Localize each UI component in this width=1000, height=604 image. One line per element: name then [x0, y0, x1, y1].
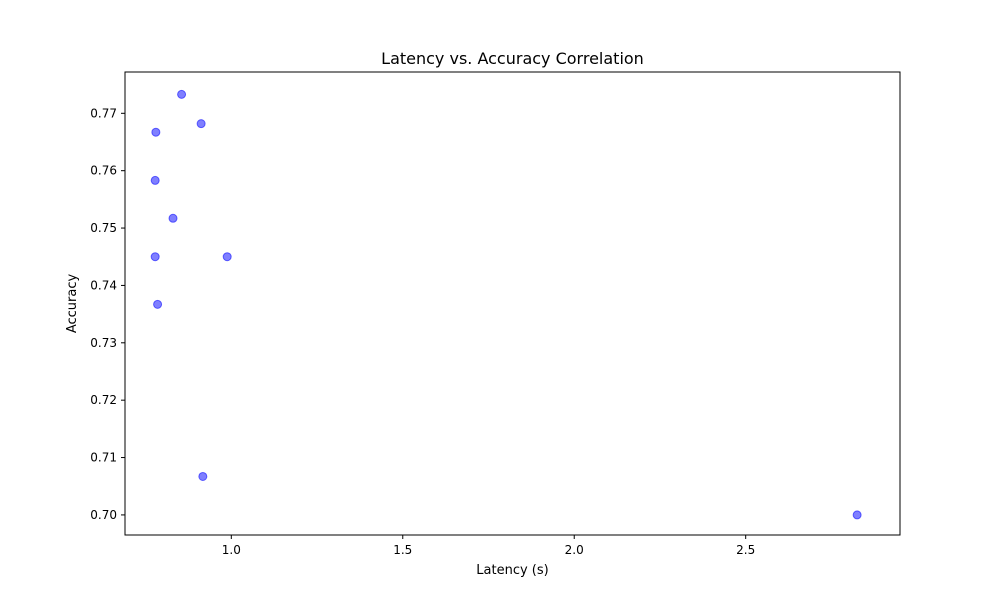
- scatter-point-4: [150, 175, 160, 185]
- y-tick-label: 0.75: [90, 221, 117, 235]
- axes-frame: [124, 71, 901, 536]
- plot-area: [150, 89, 862, 520]
- y-tick-label: 0.70: [90, 508, 117, 522]
- y-axis-label: Accuracy: [65, 274, 80, 334]
- y-tick-label: 0.77: [90, 106, 117, 120]
- scatter-point-5: [168, 213, 178, 223]
- scatter-point-6: [150, 252, 160, 262]
- x-tick-label: 1.5: [393, 543, 412, 557]
- scatter-point-10: [852, 510, 862, 520]
- chart-title: Latency vs. Accuracy Correlation: [381, 49, 644, 68]
- scatter-point-2: [196, 119, 206, 129]
- y-tick-label: 0.71: [90, 451, 117, 465]
- x-axis-label: Latency (s): [476, 563, 548, 578]
- scatter-point-7: [222, 252, 232, 262]
- x-tick-label: 2.5: [736, 543, 755, 557]
- x-axis: 1.0 1.5 2.0 2.5: [222, 535, 755, 557]
- y-tick-label: 0.74: [90, 278, 117, 292]
- x-tick-label: 2.0: [565, 543, 584, 557]
- y-axis: 0.70 0.71 0.72 0.73 0.74 0.75 0.76 0.77: [90, 106, 125, 522]
- y-tick-label: 0.72: [90, 393, 117, 407]
- x-tick-label: 1.0: [222, 543, 241, 557]
- scatter-point-9: [198, 471, 208, 481]
- y-tick-label: 0.76: [90, 164, 117, 178]
- scatter-point-8: [153, 299, 163, 309]
- y-tick-label: 0.73: [90, 336, 117, 350]
- scatter-point-1: [177, 89, 187, 99]
- scatter-point-3: [151, 127, 161, 137]
